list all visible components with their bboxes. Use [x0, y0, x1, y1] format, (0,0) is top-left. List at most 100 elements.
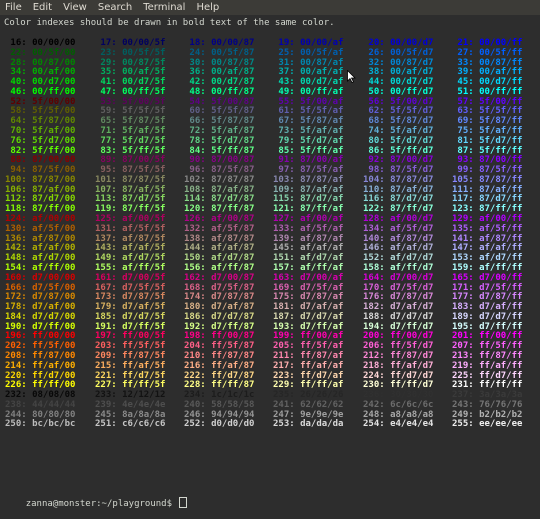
color-entry-251: 251: c6/c6/c6: [95, 419, 166, 430]
color-entry-120: 120: 87/ff/87: [184, 204, 255, 215]
color-entry-190: 190: d7/ff/00: [5, 321, 76, 332]
color-entry-111: 111: 87/af/ff: [452, 184, 523, 195]
color-entry-171: 171: d7/5f/ff: [452, 282, 523, 293]
color-entry-156: 156: af/ff/87: [184, 262, 255, 273]
color-entry-139: 139: af/87/af: [273, 233, 344, 244]
color-entry-151: 151: af/d7/af: [273, 253, 344, 264]
color-entry-141: 141: af/87/ff: [452, 233, 523, 244]
color-entry-228: 228: ff/ff/87: [184, 380, 255, 391]
color-entry-24: 24: 00/5f/87: [184, 47, 255, 58]
color-entry-203: 203: ff/5f/5f: [95, 341, 166, 352]
color-entry-202: 202: ff/5f/00: [5, 341, 76, 352]
color-entry-78: 78: 5f/d7/87: [184, 135, 255, 146]
color-entry-37: 37: 00/af/af: [273, 67, 344, 78]
color-entry-68: 68: 5f/87/d7: [363, 116, 434, 127]
color-entry-53: 53: 5f/00/5f: [95, 96, 166, 107]
color-entry-76: 76: 5f/d7/00: [5, 135, 76, 146]
color-entry-147: 147: af/af/ff: [452, 243, 523, 254]
menu-file[interactable]: File: [5, 2, 22, 13]
menu-terminal[interactable]: Terminal: [143, 2, 186, 13]
color-entry-230: 230: ff/ff/d7: [363, 380, 434, 391]
menu-view[interactable]: View: [63, 2, 87, 13]
color-entry-227: 227: ff/ff/5f: [95, 380, 166, 391]
color-entry-194: 194: d7/ff/d7: [363, 321, 434, 332]
menubar: File Edit View Search Terminal Help: [0, 0, 540, 15]
color-entry-158: 158: af/ff/d7: [363, 262, 434, 273]
color-entry-157: 157: af/ff/af: [273, 262, 344, 273]
color-entry-103: 103: 87/87/af: [273, 174, 344, 185]
color-entry-222: 222: ff/d7/87: [184, 370, 255, 381]
color-entry-56: 56: 5f/00/d7: [363, 96, 434, 107]
color-entry-75: 75: 5f/af/ff: [452, 126, 523, 137]
color-entry-220: 220: ff/d7/00: [5, 370, 76, 381]
color-entry-82: 82: 5f/ff/00: [5, 145, 76, 156]
color-entry-167: 167: d7/5f/5f: [95, 282, 166, 293]
color-entry-188: 188: d7/d7/d7: [363, 311, 434, 322]
color-entry-121: 121: 87/ff/af: [273, 204, 344, 215]
color-entry-239: 239: 4e/4e/4e: [95, 399, 166, 410]
color-entry-246: 246: 94/94/94: [184, 409, 255, 420]
menu-search[interactable]: Search: [97, 2, 133, 13]
color-entry-92: 92: 87/00/d7: [363, 155, 434, 166]
color-entry-112: 112: 87/d7/00: [5, 194, 76, 205]
color-entry-172: 172: d7/87/00: [5, 292, 76, 303]
color-entry-200: 200: ff/00/d7: [363, 331, 434, 342]
color-entry-221: 221: ff/d7/5f: [95, 370, 166, 381]
color-entry-22: 22: 00/5f/00: [5, 47, 76, 58]
terminal-output[interactable]: Color indexes should be drawn in bold te…: [0, 15, 540, 509]
color-entry-136: 136: af/87/00: [5, 233, 76, 244]
color-entry-57: 57: 5f/00/ff: [452, 96, 523, 107]
color-entry-96: 96: 87/5f/87: [184, 165, 255, 176]
color-entry-198: 198: ff/00/87: [184, 331, 255, 342]
color-entry-235: 235: 26/26/26: [273, 390, 344, 401]
color-entry-60: 60: 5f/5f/87: [184, 106, 255, 117]
color-entry-90: 90: 87/00/87: [184, 155, 255, 166]
color-entry-66: 66: 5f/87/87: [184, 116, 255, 127]
color-entry-245: 245: 8a/8a/8a: [95, 409, 166, 420]
color-entry-107: 107: 87/af/5f: [95, 184, 166, 195]
color-entry-149: 149: af/d7/5f: [95, 253, 166, 264]
color-entry-240: 240: 58/58/58: [184, 399, 255, 410]
color-entry-218: 218: ff/af/d7: [363, 360, 434, 371]
color-entry-231: 231: ff/ff/ff: [452, 380, 523, 391]
menu-edit[interactable]: Edit: [32, 2, 53, 13]
color-entry-138: 138: af/87/87: [184, 233, 255, 244]
color-entry-118: 118: 87/ff/00: [5, 204, 76, 215]
color-entry-27: 27: 00/5f/ff: [452, 47, 523, 58]
menu-help[interactable]: Help: [196, 2, 220, 13]
color-entry-191: 191: d7/ff/5f: [95, 321, 166, 332]
color-entry-174: 174: d7/87/87: [184, 292, 255, 303]
color-entry-181: 181: d7/af/af: [273, 302, 344, 313]
color-entry-65: 65: 5f/87/5f: [95, 116, 166, 127]
color-entry-205: 205: ff/5f/af: [273, 341, 344, 352]
color-entry-163: 163: d7/00/af: [273, 272, 344, 283]
color-entry-70: 70: 5f/af/00: [5, 126, 76, 137]
color-entry-80: 80: 5f/d7/d7: [363, 135, 434, 146]
prompt[interactable]: zanna@monster:~/playground$: [4, 487, 188, 519]
color-entry-25: 25: 00/5f/af: [273, 47, 344, 58]
color-entry-81: 81: 5f/d7/ff: [452, 135, 523, 146]
color-entry-73: 73: 5f/af/af: [273, 126, 344, 137]
color-entry-119: 119: 87/ff/5f: [95, 204, 166, 215]
color-entry-238: 238: 44/44/44: [5, 399, 76, 410]
color-entry-41: 41: 00/d7/5f: [95, 77, 166, 88]
color-entry-26: 26: 00/5f/d7: [363, 47, 434, 58]
color-entry-242: 242: 6c/6c/6c: [363, 399, 434, 410]
color-entry-226: 226: ff/ff/00: [5, 380, 76, 391]
color-entry-250: 250: bc/bc/bc: [5, 419, 76, 430]
color-entry-164: 164: d7/00/d7: [363, 272, 434, 283]
color-entry-91: 91: 87/00/af: [273, 155, 344, 166]
color-entry-74: 74: 5f/af/d7: [363, 126, 434, 137]
color-entry-243: 243: 76/76/76: [452, 399, 523, 410]
color-entry-40: 40: 00/d7/00: [5, 77, 76, 88]
color-entry-36: 36: 00/af/87: [184, 67, 255, 78]
color-entry-32: 32: 00/87/d7: [363, 57, 434, 68]
color-entry-30: 30: 00/87/87: [184, 57, 255, 68]
color-entry-39: 39: 00/af/ff: [452, 67, 523, 78]
color-entry-219: 219: ff/af/ff: [452, 360, 523, 371]
color-entry-31: 31: 00/87/af: [273, 57, 344, 68]
color-entry-146: 146: af/af/d7: [363, 243, 434, 254]
color-entry-213: 213: ff/87/ff: [452, 350, 523, 361]
color-entry-234: 234: 1c/1c/1c: [184, 390, 255, 401]
color-entry-127: 127: af/00/af: [273, 214, 344, 225]
